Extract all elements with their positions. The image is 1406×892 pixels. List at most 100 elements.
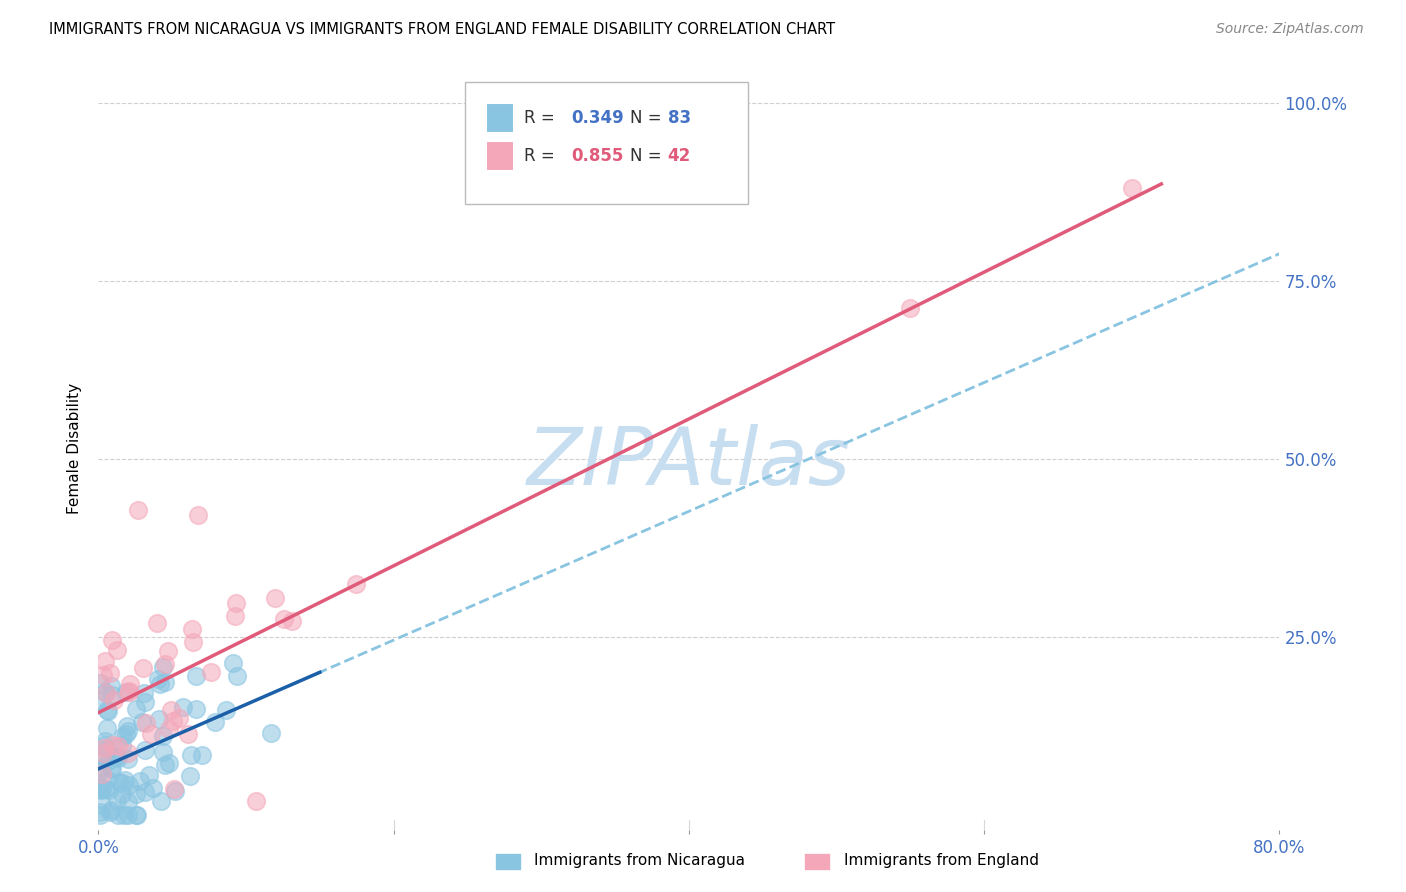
Point [160, 703, 183, 717]
Text: Immigrants from England: Immigrants from England [844, 853, 1039, 868]
Point [224, 609, 246, 624]
Point [152, 729, 174, 743]
Point [149, 793, 172, 807]
Point [165, 784, 187, 798]
Point [225, 597, 247, 611]
Point [200, 665, 222, 680]
Point [97, 755, 120, 769]
Text: 83: 83 [668, 109, 690, 127]
Text: N =: N = [630, 147, 666, 165]
Point [89, 805, 111, 819]
Point [91, 782, 114, 797]
Point [105, 643, 128, 657]
Point [89, 675, 111, 690]
Point [118, 684, 141, 698]
Point [100, 679, 122, 693]
Text: 42: 42 [668, 147, 690, 165]
Text: R =: R = [523, 109, 560, 127]
Point [103, 693, 125, 707]
Point [181, 635, 204, 649]
Point [273, 612, 295, 626]
Point [146, 672, 169, 686]
Point [146, 615, 169, 630]
Point [91, 767, 114, 781]
Point [93, 746, 115, 760]
Point [98, 666, 121, 681]
Point [264, 591, 287, 606]
Point [115, 727, 138, 741]
Point [167, 710, 190, 724]
Point [117, 724, 139, 739]
Point [105, 793, 128, 807]
Point [163, 781, 186, 796]
Point [90, 751, 112, 765]
Point [1121, 181, 1143, 195]
Text: N =: N = [630, 109, 666, 127]
Point [96, 772, 118, 787]
Point [118, 685, 141, 699]
Point [89, 780, 111, 794]
Text: 0.349: 0.349 [571, 109, 624, 127]
Point [222, 656, 245, 670]
Point [134, 785, 156, 799]
Point [155, 758, 177, 772]
Point [281, 614, 304, 628]
Point [117, 795, 139, 809]
Point [149, 677, 172, 691]
Point [93, 781, 115, 796]
Point [90, 783, 112, 797]
Point [117, 719, 139, 733]
Point [107, 751, 129, 765]
Point [112, 807, 135, 822]
Point [142, 781, 165, 796]
FancyBboxPatch shape [464, 82, 748, 204]
Point [98, 783, 121, 797]
Point [93, 740, 115, 755]
Point [155, 657, 177, 672]
Point [127, 502, 149, 516]
Point [128, 773, 150, 788]
Point [107, 807, 129, 822]
Point [172, 700, 194, 714]
Point [139, 727, 162, 741]
Point [179, 769, 201, 783]
Point [118, 677, 141, 691]
Text: R =: R = [523, 147, 560, 165]
Point [157, 756, 180, 770]
Point [93, 654, 115, 668]
Point [110, 788, 132, 802]
Text: Source: ZipAtlas.com: Source: ZipAtlas.com [1216, 22, 1364, 37]
Point [108, 775, 131, 789]
Text: IMMIGRANTS FROM NICARAGUA VS IMMIGRANTS FROM ENGLAND FEMALE DISABILITY CORRELATI: IMMIGRANTS FROM NICARAGUA VS IMMIGRANTS … [49, 22, 835, 37]
Point [190, 747, 212, 762]
Point [89, 693, 111, 707]
Point [152, 660, 174, 674]
Point [138, 768, 160, 782]
Y-axis label: Female Disability: Female Disability [67, 383, 83, 514]
Point [100, 761, 122, 775]
Point [98, 805, 121, 820]
Point [91, 668, 114, 682]
Point [225, 669, 247, 683]
Text: 0.855: 0.855 [571, 147, 623, 165]
Point [117, 746, 139, 760]
Point [91, 798, 114, 813]
Point [125, 702, 148, 716]
Point [134, 743, 156, 757]
Point [91, 761, 114, 775]
Point [107, 739, 129, 754]
Point [117, 807, 139, 822]
Point [180, 747, 202, 762]
Point [101, 738, 124, 752]
Point [114, 773, 136, 788]
Point [135, 716, 157, 731]
Point [125, 807, 148, 822]
Point [89, 782, 111, 797]
Text: Immigrants from Nicaragua: Immigrants from Nicaragua [534, 853, 745, 868]
Point [125, 787, 148, 801]
Point [96, 704, 118, 718]
Point [148, 712, 170, 726]
Point [132, 660, 155, 674]
Point [94, 733, 117, 747]
Point [101, 688, 124, 702]
